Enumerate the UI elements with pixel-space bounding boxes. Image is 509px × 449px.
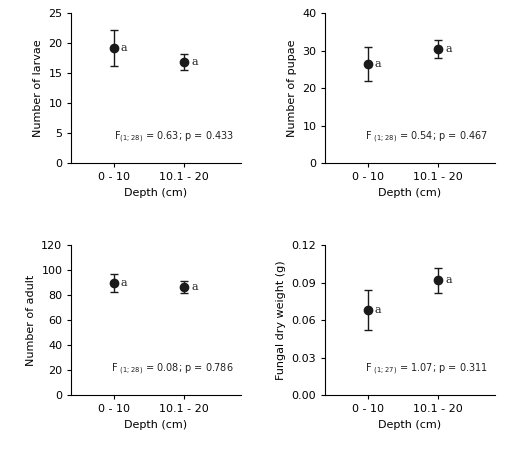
Text: a: a	[121, 278, 127, 288]
Y-axis label: Fungal dry weight (g): Fungal dry weight (g)	[275, 260, 286, 380]
Y-axis label: Number of pupae: Number of pupae	[286, 40, 296, 137]
X-axis label: Depth (cm): Depth (cm)	[378, 188, 441, 198]
X-axis label: Depth (cm): Depth (cm)	[124, 188, 187, 198]
Text: F $_{(1; 28)}$ = 0.54; p = 0.467: F $_{(1; 28)}$ = 0.54; p = 0.467	[364, 130, 487, 145]
Text: a: a	[374, 59, 381, 69]
Y-axis label: Number of larvae: Number of larvae	[33, 40, 43, 137]
Text: a: a	[121, 43, 127, 53]
X-axis label: Depth (cm): Depth (cm)	[378, 420, 441, 430]
Text: F $_{(1; 27)}$ = 1.07; p = 0.311: F $_{(1; 27)}$ = 1.07; p = 0.311	[364, 362, 487, 377]
Text: a: a	[444, 275, 451, 286]
Text: a: a	[191, 282, 197, 292]
Text: a: a	[191, 57, 197, 67]
Y-axis label: Number of adult: Number of adult	[25, 275, 36, 366]
Text: a: a	[374, 305, 381, 315]
Text: F $_{(1; 28)}$ = 0.08; p = 0.786: F $_{(1; 28)}$ = 0.08; p = 0.786	[111, 362, 234, 377]
X-axis label: Depth (cm): Depth (cm)	[124, 420, 187, 430]
Text: F$_{(1; 28)}$ = 0.63; p = 0.433: F$_{(1; 28)}$ = 0.63; p = 0.433	[114, 130, 234, 145]
Text: a: a	[444, 44, 451, 54]
